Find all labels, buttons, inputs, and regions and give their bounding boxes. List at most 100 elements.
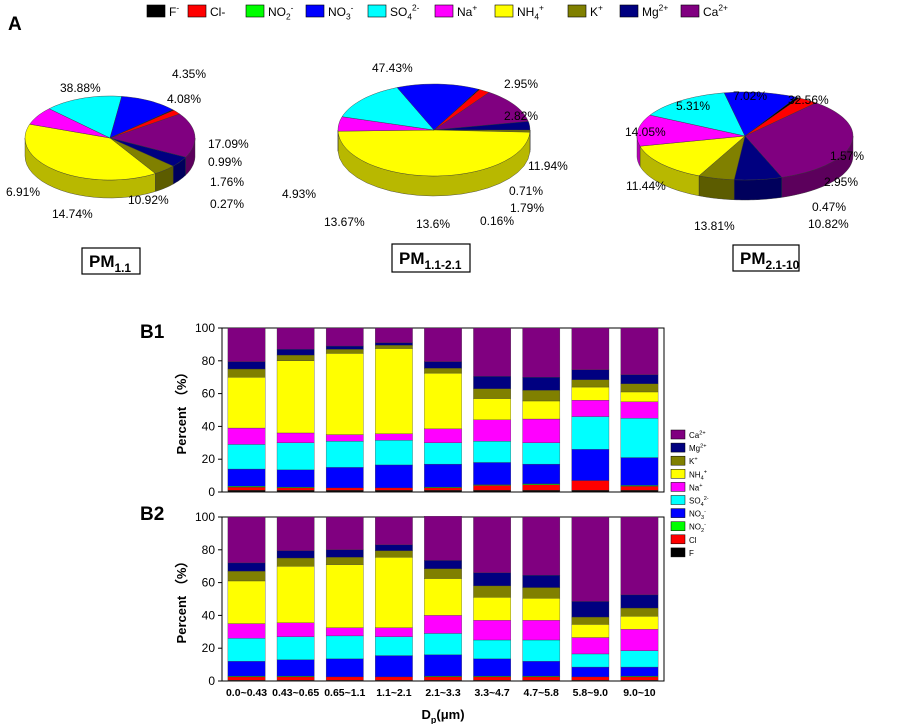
- bar-seg-nh4: [276, 566, 315, 623]
- pie-slice-ca: [744, 102, 854, 178]
- bar-seg-nh4: [620, 616, 659, 630]
- pie-value-label: 17.09%: [208, 137, 249, 151]
- legend-label-no3: NO3-: [328, 3, 354, 22]
- legend-swatch-mg: [619, 4, 639, 18]
- pie-value-label: 0.71%: [509, 184, 543, 198]
- bar-seg-na: [276, 432, 315, 443]
- bar-seg-ca: [276, 516, 315, 551]
- bar-seg-na: [227, 623, 266, 639]
- pie-slice-mg: [109, 137, 187, 167]
- bar-seg-nh4: [522, 400, 561, 420]
- bar-seg-na: [522, 620, 561, 641]
- pie-slice-na: [636, 114, 746, 147]
- bar-seg-ca: [227, 327, 266, 362]
- bar-seg-cl: [522, 484, 561, 491]
- bar-seg-ca: [571, 516, 610, 602]
- y-tick-label: 100: [195, 321, 215, 335]
- bar-legend-label-cl: Cl: [689, 536, 697, 545]
- pie-title: PM1.1: [89, 252, 131, 275]
- bar-seg-f: [375, 490, 413, 493]
- bar-seg-k: [227, 570, 266, 582]
- bar-seg-nh4: [571, 624, 610, 638]
- pie-slice-k: [109, 137, 174, 174]
- legend-label-ca: Ca2+: [703, 3, 728, 19]
- bar-chart-b2: 0 20 40 60 80 100 Percent （%） 0.0~0.43 0.43~0.65…: [174, 510, 665, 724]
- bar-seg-ca: [424, 516, 462, 561]
- bar-legend-swatch-ca: [670, 429, 686, 440]
- legend-swatch-so4: [367, 4, 387, 18]
- bar-seg-cl: [473, 676, 511, 681]
- bar-seg-so4: [522, 639, 561, 662]
- legend-swatch-no2: [245, 4, 265, 18]
- bar-legend-swatch-no2: [670, 521, 686, 531]
- pie-slice-so4: [341, 87, 435, 131]
- pie-slice-nh4: [337, 129, 531, 177]
- bar-seg-no3: [227, 661, 266, 677]
- bar-seg-cl: [571, 676, 610, 681]
- pie-value-label: 47.43%: [372, 61, 413, 75]
- bar-seg-so4: [325, 441, 364, 468]
- bar-seg-k: [276, 557, 315, 567]
- pie-value-label: 32.56%: [788, 93, 829, 107]
- bar-seg-so4: [424, 633, 462, 655]
- bar-seg-na: [571, 637, 610, 655]
- bar-seg-nh4: [473, 398, 511, 420]
- bar-seg-no3: [620, 457, 659, 486]
- bar-seg-na: [375, 433, 413, 441]
- bar-seg-k: [473, 388, 511, 399]
- pie-pm1_1: 38.88% 4.35% 4.08% 17.09% 0.99% 1.76% 0.27% 10.…: [6, 67, 249, 275]
- pie-charts: 38.88% 4.35% 4.08% 17.09% 0.99% 1.76% 0.27% 10.…: [6, 61, 864, 275]
- bar-seg-mg: [227, 361, 266, 370]
- bar-seg-nh4: [424, 578, 462, 616]
- pie-title: PM1.1-2.1: [399, 249, 462, 272]
- bar-seg-f: [473, 490, 511, 493]
- bar-seg-k: [522, 587, 561, 599]
- bar-seg-mg: [227, 562, 266, 572]
- pie-value-label: 7.02%: [733, 89, 767, 103]
- bar-seg-no3: [375, 464, 413, 489]
- bar-seg-no3: [276, 659, 315, 677]
- bar-legend-label-na: Na+: [689, 483, 703, 493]
- bar-seg-mg: [571, 601, 610, 618]
- bar-seg-ca: [620, 327, 659, 375]
- bar-seg-ca: [227, 516, 266, 564]
- bar-seg-nh4: [325, 353, 364, 435]
- bar-seg-ca: [325, 327, 364, 347]
- bar-seg-cl: [620, 676, 659, 681]
- legend-label-cl: Cl-: [210, 5, 225, 19]
- pie-pm2_1-10: 32.56% 7.02% 5.31% 14.05% 11.44% 13.81% 10.82%…: [625, 89, 864, 272]
- bar-seg-mg: [473, 376, 511, 389]
- pie-value-label: 14.05%: [625, 125, 666, 139]
- bar-seg-na: [424, 615, 462, 634]
- bar-seg-k: [620, 607, 659, 617]
- bar-seg-mg: [325, 549, 364, 558]
- bar-seg-mg: [473, 572, 511, 587]
- bar-seg-nh4: [571, 386, 610, 401]
- pie-value-label: 1.57%: [830, 149, 864, 163]
- pie-value-label: 2.82%: [504, 109, 538, 123]
- bar-seg-k: [325, 557, 364, 565]
- bar-legend-swatch-nh4: [670, 469, 686, 479]
- legend-label-k: K+: [590, 3, 603, 19]
- pie-slice-so4: [48, 95, 122, 139]
- pie-value-label: 2.95%: [504, 77, 538, 91]
- bar-seg-na: [620, 401, 659, 419]
- bar-seg-no3: [620, 666, 659, 677]
- bar-seg-ca: [424, 327, 462, 362]
- bar-seg-k: [375, 345, 413, 349]
- x-tick-label: 0.43~0.65: [272, 687, 319, 699]
- bar-seg-f: [620, 490, 659, 493]
- bar-seg-na: [276, 622, 315, 637]
- bar-seg-k: [375, 550, 413, 558]
- bar-seg-so4: [620, 418, 659, 458]
- bar-seg-ca: [325, 516, 364, 550]
- bar-chart-b1: 0 20 40 60 80 100 Percent （%）: [174, 321, 665, 499]
- pie-slice-mg: [733, 135, 783, 181]
- bar-legend-swatch-na: [670, 482, 686, 492]
- bar-seg-cl: [276, 487, 315, 491]
- bar-seg-f: [424, 490, 462, 493]
- bar-seg-no3: [325, 467, 364, 489]
- panel-label-b1: B1: [140, 322, 165, 343]
- bar-seg-k: [571, 616, 610, 625]
